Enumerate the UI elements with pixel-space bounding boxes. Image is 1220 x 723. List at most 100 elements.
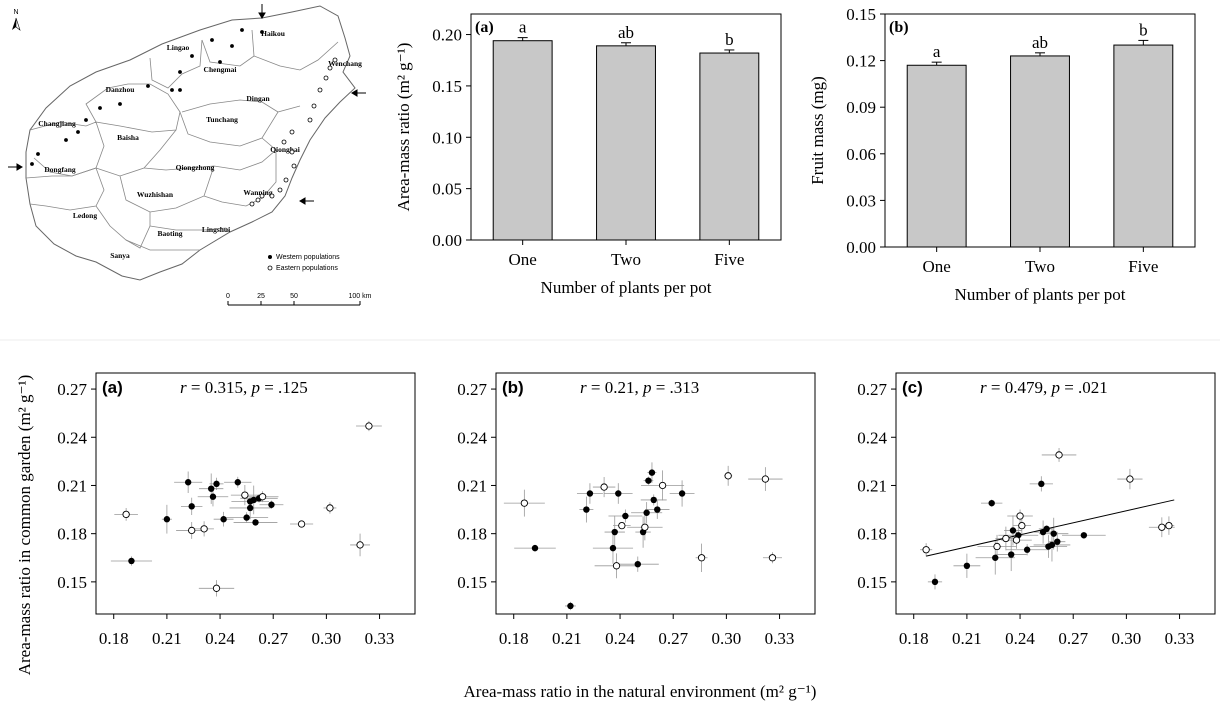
stat-p-symbol: p: [250, 378, 260, 397]
western-point: [209, 493, 217, 500]
panel-label: (a): [102, 378, 123, 397]
stat-text: r = 0.21, p = .313: [580, 378, 699, 397]
eastern-point: [212, 584, 221, 592]
bar-chart-b: 0.00 0.03 0.06 0.09 0.12 0.15 a One ab Two b Five (b…: [808, 5, 1196, 304]
x-tick-label: 0.18: [899, 629, 929, 648]
eastern-population-dot: [323, 75, 329, 81]
y-tick-label: 0.27: [857, 380, 887, 399]
western-point: [645, 477, 652, 484]
scatter-x-axis-label: Area-mass ratio in the natural environme…: [464, 682, 817, 701]
panel-label: (c): [902, 378, 923, 397]
x-tick-label: Two: [1025, 257, 1055, 276]
scatter-panel-a: 0.15 0.18 0.21 0.24 0.27 0.18 0.21 0.24 0.27 0.30…: [57, 372, 416, 648]
significance-letter: b: [1139, 20, 1148, 39]
western-point: [188, 503, 195, 510]
plot-frame: [95, 372, 416, 615]
western-point: [128, 557, 135, 565]
eastern-population-dot: [289, 149, 295, 155]
y-tick-label: 0.12: [846, 52, 876, 71]
western-point: [163, 516, 171, 523]
eastern-point: [761, 475, 770, 483]
western-point: [243, 514, 250, 521]
western-point: [634, 560, 641, 568]
scale-label: 0: [226, 293, 230, 300]
map-scalebar: 0 25 50 100 km: [226, 293, 372, 306]
eastern-point: [365, 422, 373, 430]
western-point: [1009, 527, 1017, 534]
eastern-population-dot: [332, 57, 338, 63]
x-tick-label: 0.21: [552, 629, 582, 648]
region-label: Dongfang: [44, 165, 76, 174]
map-arrows: [8, 4, 366, 205]
western-point: [207, 485, 215, 492]
hainan-map: Lingao Haikou Chengmai Wenchang Danzhou Dinga…: [8, 4, 372, 306]
western-population-dot: [118, 102, 122, 106]
western-point: [234, 479, 241, 486]
y-tick-label: 0.18: [857, 525, 887, 544]
stat-r-symbol: r: [580, 378, 587, 397]
eastern-point: [200, 525, 208, 533]
eastern-point: [188, 526, 196, 535]
western-point: [246, 504, 254, 512]
map-population-dots: [30, 28, 338, 207]
western-point: [1050, 530, 1057, 537]
y-tick-label: 0.15: [57, 573, 87, 592]
stat-p-symbol: p: [1050, 378, 1060, 397]
bar-chart-a: 0.00 0.05 0.10 0.15 0.20 a One ab Two b Five (a) Num…: [394, 13, 782, 297]
western-point: [654, 506, 661, 513]
y-tick-label: 0.18: [457, 525, 487, 544]
panel-label: (a): [475, 19, 494, 36]
scatter-y-axis-label: Area-mass ratio in common garden (m² g⁻¹…: [15, 375, 34, 676]
x-tick-label: 0.30: [712, 629, 742, 648]
western-point: [648, 469, 656, 476]
eastern-point: [697, 554, 706, 562]
bar: [1010, 55, 1070, 248]
western-point: [643, 509, 650, 516]
stat-text: r = 0.315, p = .125: [180, 378, 308, 397]
eastern-point: [724, 472, 732, 480]
x-tick-label: 0.33: [765, 629, 795, 648]
eastern-population-dot: [249, 201, 255, 207]
x-tick-label: Five: [1128, 257, 1158, 276]
eastern-population-dot: [327, 65, 333, 71]
western-point: [988, 499, 995, 507]
y-tick-label: 0.15: [457, 573, 487, 592]
western-point: [250, 496, 257, 504]
western-population-dot: [84, 118, 88, 122]
western-point: [678, 490, 686, 497]
western-point: [1043, 525, 1050, 533]
region-label: Wanning: [243, 188, 272, 197]
eastern-point: [600, 483, 608, 491]
x-tick-label: 0.21: [152, 629, 182, 648]
y-tick-label: 0.24: [57, 428, 87, 447]
western-population-dot: [240, 28, 244, 32]
legend-eastern-label: Eastern populations: [276, 265, 338, 272]
region-label: Sanya: [110, 251, 130, 260]
western-population-dot: [76, 130, 80, 134]
y-tick-label: 0.27: [457, 380, 487, 399]
stat-p-value: = .021: [1060, 378, 1108, 397]
x-tick-label: One: [923, 257, 951, 276]
western-population-dot: [218, 60, 222, 64]
y-tick-label: 0.00: [846, 238, 876, 257]
region-label: Wuzhishan: [137, 190, 174, 199]
y-tick-label: 0.24: [457, 428, 487, 447]
region-label: Ledong: [73, 211, 97, 220]
stat-p-value: = .125: [260, 378, 308, 397]
x-tick-label: 0.27: [258, 629, 288, 648]
y-tick-label: 0.21: [857, 476, 887, 495]
eastern-population-dot: [307, 117, 313, 123]
western-point: [1038, 480, 1045, 488]
western-population-dot: [64, 138, 68, 142]
region-label: Lingao: [167, 43, 190, 52]
western-population-dot: [210, 38, 214, 42]
region-label: Danzhou: [106, 85, 135, 94]
panel-label: (b): [502, 378, 524, 397]
eastern-population-dot: [255, 197, 261, 203]
western-point: [213, 480, 220, 488]
western-point: [931, 578, 939, 586]
western-point: [567, 602, 574, 610]
y-tick-label: 0.15: [846, 5, 876, 24]
stat-text: r = 0.479, p = .021: [980, 378, 1108, 397]
plot-frame: [495, 372, 816, 615]
